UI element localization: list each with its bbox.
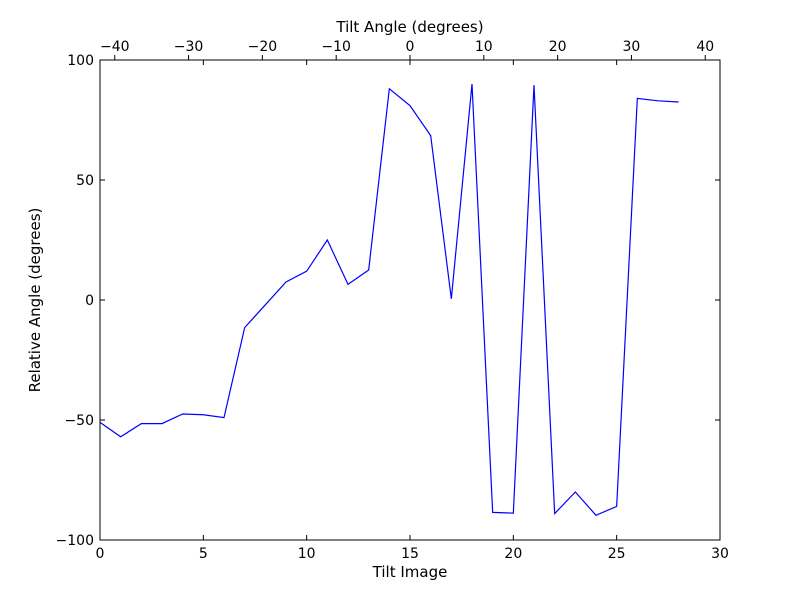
x-tick-label: 15: [401, 546, 419, 562]
y-axis-label: Relative Angle (degrees): [26, 208, 44, 393]
y-tick-label: 0: [85, 293, 94, 309]
series-line-0: [99, 83, 679, 517]
x2-tick-label: −10: [321, 39, 351, 55]
x2-tick-label: 20: [549, 39, 567, 55]
y-tick-label: −100: [56, 533, 94, 549]
top-x-axis-label: Tilt Angle (degrees): [335, 18, 483, 36]
x-tick-label: 20: [504, 546, 522, 562]
x-tick-label: 30: [711, 546, 729, 562]
y-tick-label: 100: [67, 53, 94, 69]
x-tick-label: 0: [96, 546, 105, 562]
y-tick-label: −50: [64, 413, 94, 429]
x2-tick-label: 40: [696, 39, 714, 55]
ticks: 0 5 10 15 20 25 30−40 −30 −20 −10 0 10 20 30 40−100−50…: [56, 39, 729, 562]
y-tick-label: 50: [76, 173, 94, 189]
x-tick-label: 10: [298, 546, 316, 562]
plot-area: [99, 83, 679, 517]
x-tick-label: 5: [199, 546, 208, 562]
x-tick-label: 25: [608, 546, 626, 562]
x2-tick-label: −20: [248, 39, 278, 55]
x2-tick-label: 30: [623, 39, 641, 55]
x-axis-label: Tilt Image: [372, 563, 448, 581]
x2-tick-label: 0: [406, 39, 415, 55]
x2-tick-label: −40: [100, 39, 130, 55]
x2-tick-label: −30: [174, 39, 204, 55]
x2-tick-label: 10: [475, 39, 493, 55]
